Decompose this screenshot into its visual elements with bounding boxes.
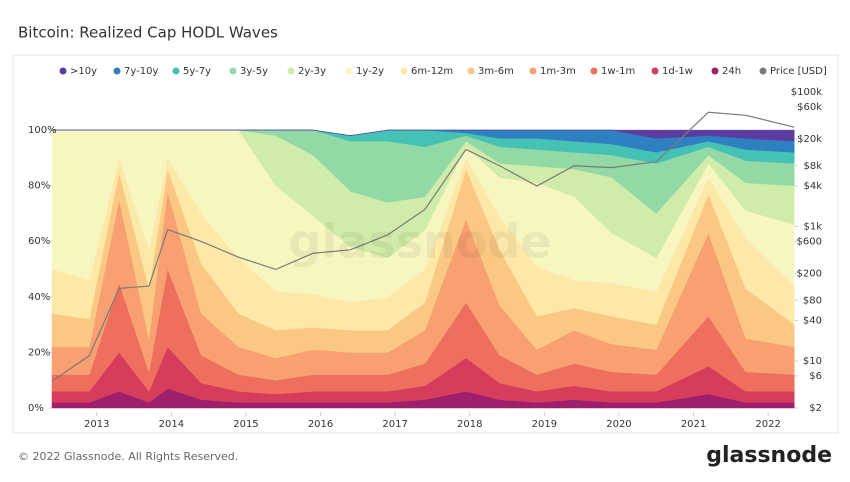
legend-swatch: [759, 67, 767, 75]
legend-label: 1w-1m: [601, 66, 635, 77]
y2-tick-label: $200: [797, 269, 822, 280]
x-tick-label: 2022: [755, 419, 780, 430]
chart-title: Bitcoin: Realized Cap HODL Waves: [18, 24, 278, 42]
legend-swatch: [711, 67, 719, 75]
legend-swatch: [529, 67, 537, 75]
legend-swatch: [172, 67, 180, 75]
legend-label: Price [USD]: [770, 66, 827, 77]
logo: glassnode: [706, 443, 832, 468]
legend-swatch: [113, 67, 121, 75]
y2-tick-label: $6: [809, 371, 822, 382]
x-tick-label: 2013: [84, 419, 109, 430]
legend-swatch: [345, 67, 353, 75]
y2-tick-label: $10: [803, 356, 822, 367]
legend-label: 6m-12m: [411, 66, 453, 77]
y2-tick-label: $8k: [803, 161, 822, 172]
y-tick-label: 40%: [28, 292, 50, 303]
x-tick-label: 2020: [606, 419, 631, 430]
legend-swatch: [467, 67, 475, 75]
legend-label: >10y: [70, 66, 97, 77]
x-tick-label: 2015: [233, 419, 258, 430]
y2-tick-label: $2: [809, 403, 822, 414]
legend-label: 1m-3m: [540, 66, 576, 77]
legend-label: 1y-2y: [356, 66, 384, 77]
y2-tick-label: $4k: [803, 181, 822, 192]
legend-label: 3y-5y: [240, 66, 268, 77]
y2-tick-label: $100k: [791, 87, 822, 98]
x-tick-label: 2014: [159, 419, 184, 430]
x-tick-label: 2019: [532, 419, 557, 430]
y2-tick-label: $60k: [797, 102, 822, 113]
x-tick-label: 2017: [382, 419, 407, 430]
legend-label: 2y-3y: [298, 66, 326, 77]
legend-label: 1d-1w: [662, 66, 693, 77]
legend-swatch: [590, 67, 598, 75]
x-tick-label: 2018: [457, 419, 482, 430]
y-tick-label: 20%: [28, 347, 50, 358]
x-tick-label: 2016: [308, 419, 333, 430]
plot: [51, 111, 795, 409]
copyright: © 2022 Glassnode. All Rights Reserved.: [18, 450, 238, 463]
y2-tick-label: $40: [803, 316, 822, 327]
legend-label: 7y-10y: [124, 66, 158, 77]
y-tick-label: 60%: [28, 236, 50, 247]
x-tick-label: 2021: [681, 419, 706, 430]
legend-swatch: [229, 67, 237, 75]
legend-label: 24h: [722, 66, 741, 77]
area-band: [52, 129, 795, 142]
legend-swatch: [651, 67, 659, 75]
legend-label: 5y-7y: [183, 66, 211, 77]
price-line: [51, 111, 795, 382]
legend-swatch: [59, 67, 67, 75]
y-tick-label: 100%: [28, 125, 57, 136]
y2-tick-label: $80: [803, 295, 822, 306]
watermark: glassnode: [289, 215, 552, 269]
y2-tick-label: $20k: [797, 134, 822, 145]
y2-tick-label: $1k: [803, 221, 822, 232]
y-tick-label: 0%: [28, 403, 44, 414]
legend-label: 3m-6m: [478, 66, 514, 77]
legend-swatch: [287, 67, 295, 75]
legend-swatch: [400, 67, 408, 75]
y2-tick-label: $600: [797, 236, 822, 247]
y-tick-label: 80%: [28, 181, 50, 192]
